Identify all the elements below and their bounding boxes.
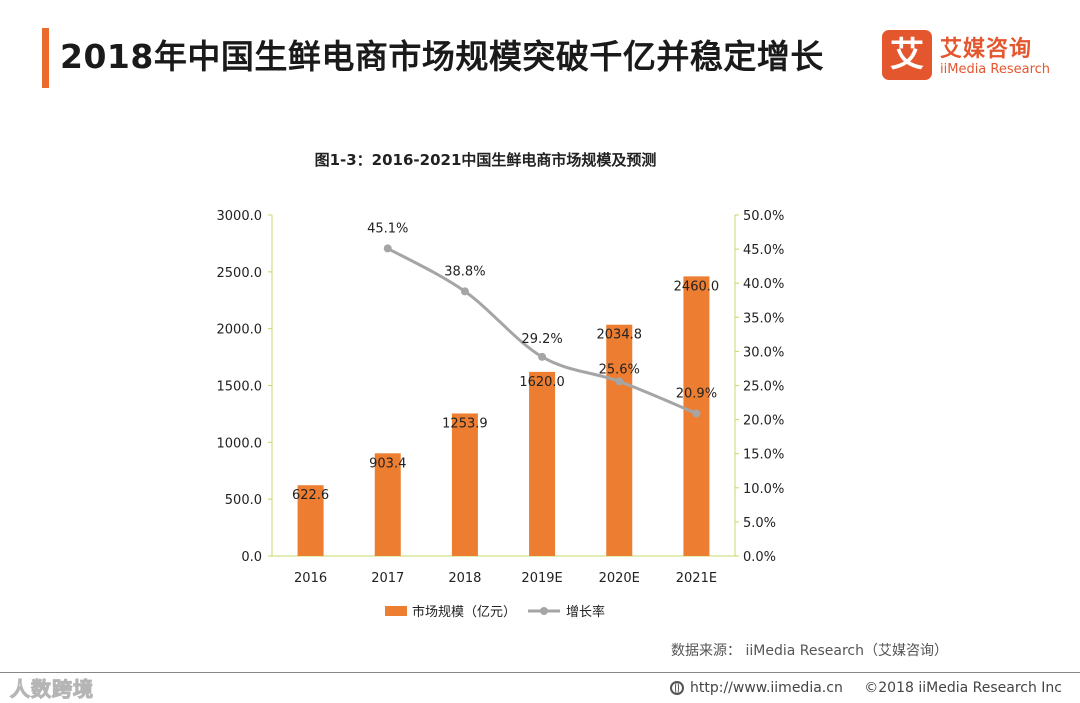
logo-name-en: iiMedia Research [940,62,1051,77]
y-right-tick-label: 15.0% [743,448,784,463]
y-left-tick-label: 1500.0 [217,380,263,395]
page-title: 2018年中国生鲜电商市场规模突破千亿并稳定增长 [60,37,824,76]
y-left-tick-label: 3000.0 [217,209,263,224]
logo-name-cn: 艾媒咨询 [940,37,1033,62]
bar-2019E [529,371,556,556]
legend-line-marker [540,607,548,615]
x-tick-label: 2020E [599,571,640,586]
bar-label-2017: 903.4 [369,456,406,471]
bar-2017 [374,453,401,556]
bar-label-2016: 622.6 [292,488,329,503]
y-right-tick-label: 50.0% [743,209,784,224]
bar-label-2021E: 2460.0 [674,279,720,294]
legend-line-label: 增长率 [566,604,605,620]
y-left-tick-label: 2000.0 [217,323,263,338]
legend-bar-label: 市场规模（亿元） [412,604,516,620]
y-left-tick-label: 0.0 [241,550,262,565]
y-left-tick-label: 500.0 [225,493,262,508]
bar-2020E [606,324,633,556]
line-label-2017: 45.1% [367,221,408,236]
line-label-2019E: 29.2% [521,332,562,347]
y-left-tick-label: 2500.0 [217,266,263,281]
growth-point-2018 [460,287,469,296]
footer-divider [0,672,1080,673]
y-right-tick-label: 5.0% [743,516,776,531]
y-right-tick-label: 25.0% [743,380,784,395]
bar-label-2019E: 1620.0 [519,375,565,390]
x-tick-label: 2018 [448,571,481,586]
bar-label-2018: 1253.9 [442,416,488,431]
data-source: 数据来源： iiMedia Research（艾媒咨询） [671,643,948,659]
y-right-tick-label: 20.0% [743,414,784,429]
y-right-tick-label: 10.0% [743,482,784,497]
line-label-2021E: 20.9% [676,386,717,401]
footer-copyright: ©2018 iiMedia Research Inc [864,680,1062,696]
market-size-chart: 图1-3：2016-2021中国生鲜电商市场规模及预测 0.0 500.0 1000.… [217,151,785,620]
x-tick-label: 2016 [294,571,327,586]
chart-title: 图1-3：2016-2021中国生鲜电商市场规模及预测 [315,151,657,169]
line-label-2020E: 25.6% [599,362,640,377]
footer-url-text[interactable]: http://www.iimedia.cn [690,680,843,696]
y-right-tick-label: 0.0% [743,550,776,565]
y-right-tick-label: 40.0% [743,277,784,292]
legend-bar-swatch [385,606,407,616]
y-right-tick-label: 35.0% [743,311,784,326]
y-right-tick-label: 45.0% [743,243,784,258]
x-tick-label: 2021E [676,571,717,586]
watermark: 人数跨境 [10,677,94,702]
footer-url[interactable]: http://www.iimedia.cn [670,680,843,696]
growth-point-2017 [383,244,392,253]
globe-icon [670,681,684,695]
iimedia-logo: 艾 艾媒咨询 iiMedia Research [882,30,1058,82]
logo-mark-icon: 艾 [882,30,932,80]
line-label-2018: 38.8% [444,264,485,279]
y-left-tick-label: 1000.0 [217,436,263,451]
bar-2018 [451,413,478,556]
x-tick-label: 2017 [371,571,404,586]
x-tick-label: 2019E [521,571,562,586]
growth-point-2020E [615,377,624,386]
bar-2016 [297,485,324,556]
title-accent-bar [42,28,49,88]
y-right-tick-label: 30.0% [743,345,784,360]
bar-label-2020E: 2034.8 [597,328,643,343]
growth-point-2019E [538,352,547,361]
growth-point-2021E [692,409,701,418]
